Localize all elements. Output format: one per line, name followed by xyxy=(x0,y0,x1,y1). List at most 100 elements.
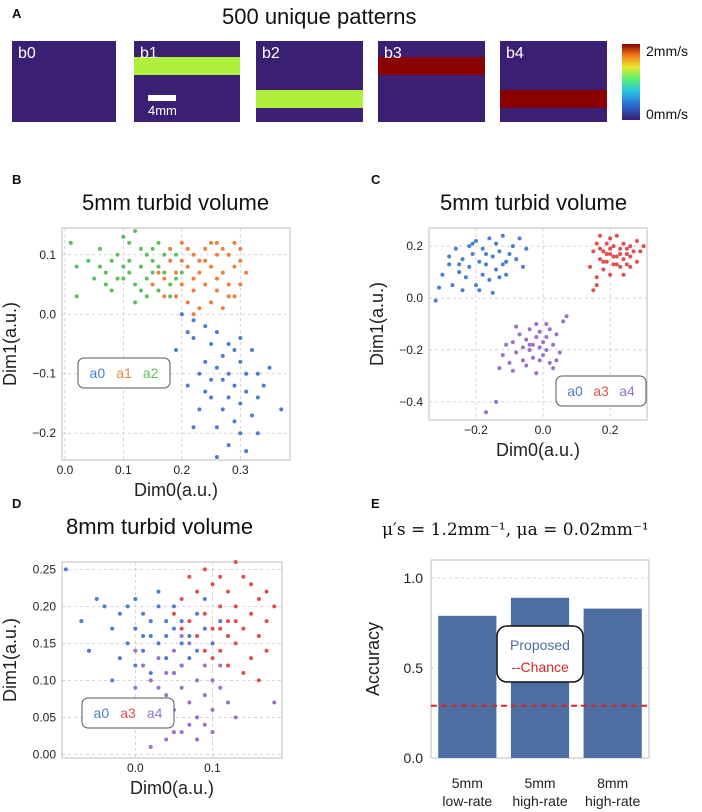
data-point-a0 xyxy=(440,272,445,277)
data-point-a3 xyxy=(264,648,269,653)
data-point-a0 xyxy=(133,626,138,631)
data-point-a3 xyxy=(249,656,254,661)
bar-3 xyxy=(583,608,642,758)
panel-c-letter: C xyxy=(371,172,381,187)
data-point-a3 xyxy=(598,257,603,262)
x-tick-label: 0.2 xyxy=(174,463,191,477)
data-point-a4 xyxy=(141,663,146,668)
legend-entry-a0: a0 xyxy=(94,705,110,721)
y-tick-label: 0.05 xyxy=(33,710,57,724)
data-point-a0 xyxy=(244,389,249,394)
data-point-a0 xyxy=(133,596,138,601)
data-point-a3 xyxy=(604,251,609,256)
y-tick-label: 0.1 xyxy=(39,248,56,262)
data-point-a4 xyxy=(544,322,549,326)
data-point-a3 xyxy=(618,264,623,269)
data-point-a4 xyxy=(510,368,515,373)
data-point-a0 xyxy=(255,431,260,436)
data-point-a3 xyxy=(621,272,626,277)
data-point-a1 xyxy=(191,288,196,293)
data-point-a1 xyxy=(238,258,243,263)
colorbar-max-label: 2mm/s xyxy=(646,43,688,59)
data-point-a4 xyxy=(156,685,161,690)
data-point-a1 xyxy=(226,294,231,299)
data-point-a0 xyxy=(494,267,499,272)
y-tick-label: 0.00 xyxy=(33,747,57,761)
x-category-label-line1: 5mm xyxy=(524,775,555,791)
y-tick-label: −0.4 xyxy=(399,395,423,409)
chart-d-scatter: 0.0 0.1 0.00 0.05 0.10 0.15 0.20 0.25 Dim0(a.u.)… xyxy=(0,560,283,798)
data-point-a0 xyxy=(460,257,465,262)
data-point-a1 xyxy=(203,282,208,287)
data-point-a3 xyxy=(264,619,269,624)
data-point-a0 xyxy=(156,641,161,646)
data-point-a0 xyxy=(179,641,184,646)
data-point-a4 xyxy=(547,327,552,332)
data-point-a0 xyxy=(185,383,190,388)
legend-box xyxy=(77,357,171,389)
data-point-a3 xyxy=(587,264,592,269)
data-point-a0 xyxy=(473,238,478,243)
data-point-a4 xyxy=(544,334,549,339)
data-point-a4 xyxy=(133,685,138,690)
data-point-a0 xyxy=(133,663,138,668)
data-point-a0 xyxy=(470,251,475,256)
y-tick-label: 1.0 xyxy=(404,570,424,586)
data-point-a4 xyxy=(164,737,169,742)
data-point-a0 xyxy=(226,443,231,448)
data-point-a0 xyxy=(195,611,200,616)
data-point-a0 xyxy=(125,641,130,646)
data-point-a4 xyxy=(210,707,215,712)
data-point-a3 xyxy=(249,582,254,587)
data-point-a4 xyxy=(187,700,192,705)
data-point-a1 xyxy=(209,300,214,305)
data-point-a4 xyxy=(557,350,562,355)
colorbar xyxy=(622,44,640,120)
data-point-a3 xyxy=(218,604,223,609)
data-point-a4 xyxy=(218,663,223,668)
y-tick-label: 0.20 xyxy=(33,599,57,613)
pattern-tile-b2: b2 xyxy=(256,41,363,122)
data-point-a0 xyxy=(185,330,190,335)
data-point-a0 xyxy=(191,336,196,341)
data-point-a2 xyxy=(144,276,149,281)
data-point-a1 xyxy=(203,258,208,263)
data-point-a2 xyxy=(86,258,91,263)
data-point-a4 xyxy=(514,350,519,355)
data-point-a4 xyxy=(527,347,532,352)
data-point-a2 xyxy=(74,294,79,299)
data-point-a0 xyxy=(220,377,225,382)
tile-label-b2: b2 xyxy=(262,45,280,62)
data-point-a4 xyxy=(179,663,184,668)
data-point-a3 xyxy=(631,249,636,254)
data-point-a2 xyxy=(174,252,178,257)
plot-frame xyxy=(61,227,291,461)
data-point-a0 xyxy=(490,254,495,259)
data-point-a0 xyxy=(156,589,161,594)
data-point-a4 xyxy=(537,345,542,350)
data-point-a2 xyxy=(133,228,138,233)
data-point-a1 xyxy=(244,270,249,275)
data-point-a2 xyxy=(144,252,149,257)
data-point-a4 xyxy=(530,342,535,347)
data-point-a4 xyxy=(133,648,138,653)
data-point-a0 xyxy=(480,246,485,251)
data-point-a4 xyxy=(544,347,549,352)
data-point-a0 xyxy=(267,365,272,370)
panel-e-formula: μ′s = 1.2mm⁻¹, μa = 0.02mm⁻¹ xyxy=(382,520,649,540)
data-point-a2 xyxy=(98,246,102,251)
data-point-a0 xyxy=(524,246,529,251)
data-point-a3 xyxy=(624,246,629,251)
data-point-a3 xyxy=(187,574,192,579)
data-point-a2 xyxy=(133,300,138,305)
data-point-a1 xyxy=(209,264,214,269)
data-point-a3 xyxy=(256,596,261,601)
data-point-a3 xyxy=(601,267,606,272)
data-point-a3 xyxy=(233,560,238,564)
data-point-a1 xyxy=(232,264,237,269)
data-point-a4 xyxy=(164,670,169,675)
data-point-a2 xyxy=(162,270,167,275)
data-point-a1 xyxy=(214,252,219,257)
chart-b-scatter: 0.0 0.1 0.2 0.3−0.2−0.10.00.1Dim0(a.u.)Dim1… xyxy=(0,227,291,500)
legend-box xyxy=(496,625,584,683)
